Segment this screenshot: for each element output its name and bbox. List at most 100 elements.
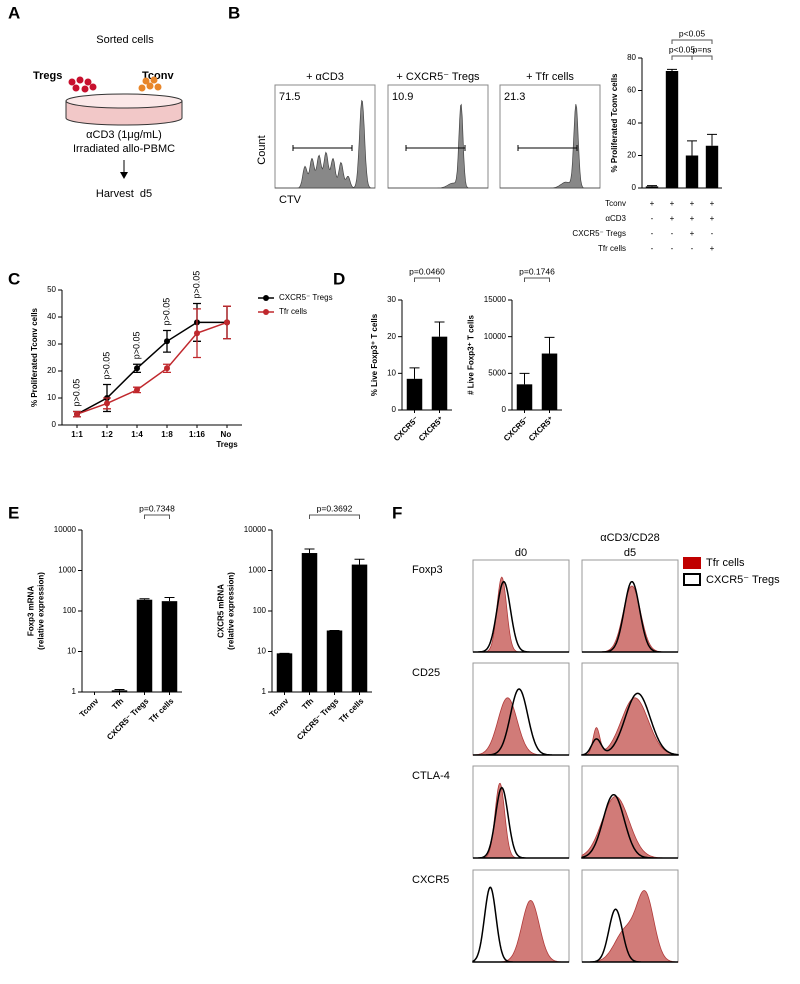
annotation: p>0.05	[131, 331, 141, 359]
tconv-label: Tconv	[142, 70, 174, 82]
bar	[705, 145, 719, 188]
bracket	[671, 39, 713, 44]
flow-title: + Tfr cells	[526, 71, 574, 83]
gate	[292, 145, 353, 151]
x-tick-label: No Tregs	[216, 430, 238, 449]
bar	[351, 564, 368, 692]
y-tick-label: 20	[47, 366, 56, 375]
error-bar	[707, 133, 717, 146]
table-sign: -	[651, 214, 654, 223]
flow-ylabel: Count	[256, 135, 268, 164]
y-tick-label: 80	[627, 53, 636, 62]
y-axis-label: % Proliferated Tconv cells	[610, 73, 619, 173]
bracket	[524, 277, 550, 282]
annotation: p=0.7348	[139, 503, 175, 513]
x-tick-label: Tfr cells	[147, 696, 175, 724]
table-sign: +	[710, 214, 715, 223]
table-sign: -	[671, 244, 674, 253]
legend-swatch	[683, 557, 701, 569]
y-tick-label: 5000	[488, 368, 506, 377]
histogram-treg	[473, 786, 569, 859]
y-tick-label: 10	[257, 647, 266, 656]
y-tick-label: 10000	[54, 525, 77, 534]
bar	[685, 155, 699, 188]
x-tick-label: 1:8	[161, 430, 173, 439]
error-bar	[434, 321, 445, 337]
marker	[134, 365, 140, 372]
y-tick-label: 40	[47, 312, 56, 321]
error-bar	[304, 548, 315, 554]
flow-plot-frame	[472, 559, 570, 653]
gate-value: 21.3	[504, 91, 525, 103]
y-tick-label: 60	[627, 86, 636, 95]
flow-histogram	[388, 103, 488, 189]
x-tick-label: Tfh	[110, 696, 125, 711]
y-axis-label: (relative expression)	[227, 572, 236, 650]
error-bar	[519, 372, 530, 385]
histogram-treg	[582, 580, 678, 653]
y-axis-label: % Proliferated Tconv cells	[30, 307, 39, 407]
histogram-treg	[581, 692, 679, 756]
bar	[645, 186, 659, 188]
flow-histogram	[275, 99, 375, 189]
error-bar	[114, 689, 125, 691]
table-row-name: Tfr cells	[598, 244, 626, 253]
row-label: CTLA-4	[412, 770, 450, 782]
annotation: p>0.05	[161, 298, 171, 326]
legend-label: CXCR5⁻ Tregs	[279, 293, 333, 302]
marker	[74, 411, 80, 418]
y-tick-label: 50	[47, 285, 56, 294]
y-tick-label: 40	[627, 118, 636, 127]
legend-swatch	[683, 573, 701, 586]
x-tick-label: Tconv	[268, 696, 291, 719]
annotation: p<0.05	[679, 28, 706, 38]
error-bar	[647, 185, 657, 187]
bar	[665, 71, 679, 188]
bar	[276, 653, 293, 692]
bar	[136, 599, 153, 692]
y-tick-label: 10	[67, 647, 76, 656]
x-tick-label: CXCR5⁺	[527, 415, 556, 444]
error-bar	[139, 598, 150, 600]
error-bar	[354, 558, 365, 565]
gate	[405, 145, 466, 151]
culture-dish	[65, 93, 183, 126]
error-bar	[409, 367, 420, 379]
table-row-name: αCD3	[605, 214, 626, 223]
table-sign: +	[670, 214, 675, 223]
bar	[161, 601, 178, 692]
condition: αCD3 (1μg/mL)	[86, 129, 162, 141]
panel-label: A	[8, 3, 20, 22]
table-sign: -	[711, 229, 714, 238]
table-sign: -	[691, 244, 694, 253]
y-tick-label: 30	[47, 339, 56, 348]
legend-label: Tfr cells	[706, 557, 745, 569]
y-tick-label: 10000	[484, 332, 507, 341]
annotation: p>0.05	[71, 379, 81, 407]
y-axis-label: # Live Foxp3⁺ T cells	[467, 315, 476, 395]
column-header: αCD3/CD28	[600, 532, 660, 544]
axis	[61, 290, 242, 426]
flow-title: + CXCR5⁻ Tregs	[396, 71, 480, 83]
error-bar	[164, 597, 175, 602]
panel-label: D	[333, 269, 345, 288]
y-tick-label: 30	[387, 295, 396, 304]
y-tick-label: 10	[387, 368, 396, 377]
x-tick-label: CXCR5⁻	[502, 415, 531, 444]
table-row-name: CXCR5⁻ Tregs	[572, 229, 626, 238]
marker	[224, 319, 230, 326]
treg-label: Tregs	[33, 70, 62, 82]
table-sign: -	[651, 244, 654, 253]
annotation: p<0.05	[669, 44, 696, 54]
legend-label: Tfr cells	[279, 307, 307, 316]
row-label: CXCR5	[412, 874, 449, 886]
bar	[516, 384, 533, 410]
bar	[406, 378, 423, 410]
bar	[111, 690, 128, 692]
table-sign: +	[650, 199, 655, 208]
table-sign: +	[690, 214, 695, 223]
bar	[326, 630, 343, 692]
condition: Irradiated allo-PBMC	[73, 143, 175, 155]
legend-marker	[263, 309, 269, 315]
